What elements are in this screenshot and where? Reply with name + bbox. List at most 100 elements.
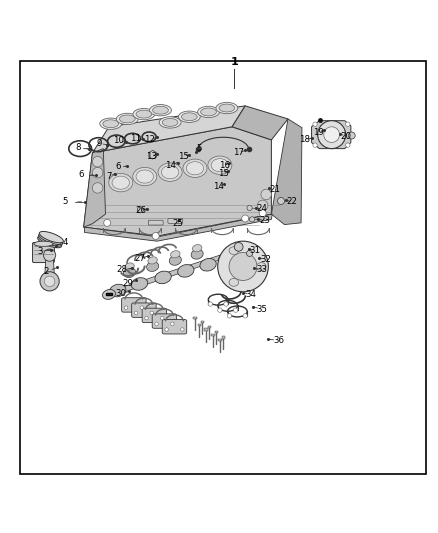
Text: 24: 24 [256,204,267,213]
Circle shape [247,205,252,211]
Text: 11: 11 [130,134,141,143]
Text: 18: 18 [299,135,310,144]
Ellipse shape [229,247,239,255]
Ellipse shape [102,289,116,300]
Ellipse shape [161,166,179,179]
Ellipse shape [110,284,126,297]
Ellipse shape [124,268,135,278]
Ellipse shape [38,235,62,246]
Ellipse shape [219,104,235,112]
Ellipse shape [147,262,159,271]
Polygon shape [232,106,288,140]
Circle shape [259,210,266,217]
Text: 4: 4 [63,238,68,247]
Polygon shape [311,120,351,149]
Text: 20: 20 [340,132,351,141]
FancyBboxPatch shape [132,303,156,317]
Ellipse shape [178,111,200,123]
Text: 27: 27 [134,254,145,263]
Ellipse shape [120,115,135,123]
Text: 23: 23 [259,216,270,225]
Circle shape [218,241,268,292]
Ellipse shape [38,236,62,248]
Ellipse shape [162,118,178,126]
FancyBboxPatch shape [168,219,183,223]
Circle shape [218,308,222,312]
Ellipse shape [136,170,153,183]
Ellipse shape [148,257,157,264]
Circle shape [44,276,55,287]
FancyBboxPatch shape [122,298,146,312]
Text: 5: 5 [197,144,202,153]
Ellipse shape [229,278,239,286]
Circle shape [247,251,253,256]
Text: 19: 19 [313,127,324,136]
Circle shape [43,249,56,261]
Circle shape [104,220,111,227]
Circle shape [160,317,164,320]
Ellipse shape [171,251,180,258]
Circle shape [165,328,168,331]
Ellipse shape [117,113,138,125]
Text: 28: 28 [117,265,127,274]
Circle shape [318,120,346,149]
Ellipse shape [131,278,148,290]
Polygon shape [84,127,272,236]
FancyBboxPatch shape [162,320,187,334]
Circle shape [92,183,103,193]
Circle shape [313,143,317,147]
FancyBboxPatch shape [218,339,222,341]
Text: 13: 13 [146,152,157,161]
Circle shape [346,122,350,126]
Ellipse shape [198,106,219,118]
FancyBboxPatch shape [106,293,112,295]
Circle shape [324,127,339,142]
Text: 3: 3 [37,247,43,256]
Text: 21: 21 [269,185,280,194]
Text: 5: 5 [63,197,68,206]
Ellipse shape [155,271,171,284]
Polygon shape [85,214,272,241]
FancyBboxPatch shape [208,326,211,328]
Ellipse shape [191,249,203,259]
Circle shape [40,272,59,291]
Text: 22: 22 [287,197,298,206]
Circle shape [92,167,103,178]
Text: 32: 32 [261,255,272,264]
Circle shape [346,143,350,147]
Circle shape [134,311,138,314]
Text: 33: 33 [256,265,267,274]
Circle shape [155,322,158,326]
Text: 8: 8 [76,143,81,152]
Ellipse shape [200,259,216,271]
Circle shape [242,215,249,222]
Ellipse shape [39,231,64,243]
FancyBboxPatch shape [142,308,166,322]
Circle shape [243,313,247,318]
Ellipse shape [103,120,119,128]
Ellipse shape [183,159,207,177]
Circle shape [170,322,174,326]
Text: 10: 10 [113,136,124,146]
Text: 25: 25 [172,219,183,228]
Ellipse shape [133,167,157,185]
Ellipse shape [158,163,182,181]
FancyBboxPatch shape [193,317,197,319]
Text: 16: 16 [219,161,230,169]
Ellipse shape [216,102,238,114]
Text: 14: 14 [165,161,176,169]
Polygon shape [109,255,220,297]
FancyBboxPatch shape [152,314,177,328]
Circle shape [229,253,257,280]
Ellipse shape [170,255,181,265]
Circle shape [233,308,238,312]
Text: 6: 6 [79,171,84,179]
Ellipse shape [201,108,216,116]
Text: 7: 7 [106,173,112,182]
Circle shape [227,313,232,318]
Polygon shape [272,119,302,224]
FancyBboxPatch shape [215,331,218,333]
Circle shape [348,132,355,139]
Text: 29: 29 [123,279,134,288]
Text: 1: 1 [230,57,238,67]
